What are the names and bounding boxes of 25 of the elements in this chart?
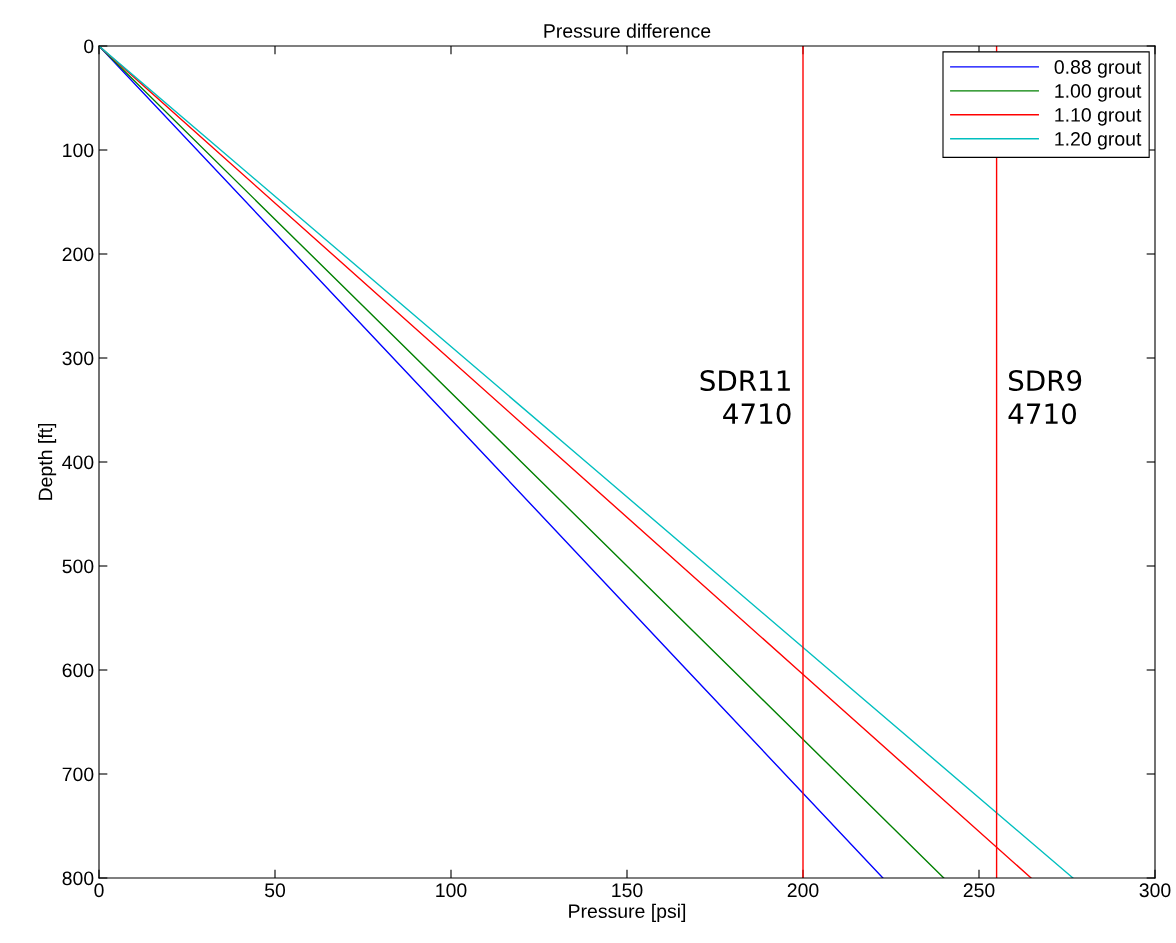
x-axis-title: Pressure [psi]	[569, 903, 686, 922]
x-tick-label: 50	[264, 883, 286, 898]
y-tick-label: 600	[62, 663, 94, 678]
x-tick-label: 200	[787, 883, 819, 898]
y-tick-label: 200	[62, 247, 94, 262]
ref-line-label: SDR11 4710	[700, 370, 791, 425]
x-tick-label: 0	[94, 883, 104, 898]
x-tick-label: 300	[1139, 883, 1171, 898]
y-tick-label: 500	[62, 559, 94, 574]
chart-title: Pressure difference	[544, 23, 711, 38]
legend-label: 1.20 grout	[1055, 132, 1142, 150]
y-tick-label: 0	[84, 39, 94, 54]
ref-line-label: SDR9 4710	[1008, 370, 1082, 425]
y-tick-label: 800	[62, 871, 94, 886]
x-tick-label: 100	[436, 883, 467, 898]
legend-label: 1.00 grout	[1055, 84, 1142, 102]
legend-label: 1.10 grout	[1055, 108, 1142, 126]
y-axis-title: Depth [ft]	[38, 423, 57, 500]
y-tick-label: 100	[63, 143, 94, 158]
x-tick-label: 150	[612, 883, 643, 898]
x-tick-label: 250	[963, 883, 995, 898]
legend-label: 0.88 grout	[1054, 60, 1142, 78]
y-tick-label: 400	[62, 455, 94, 470]
y-tick-label: 700	[62, 767, 94, 782]
y-tick-label: 300	[62, 351, 94, 366]
